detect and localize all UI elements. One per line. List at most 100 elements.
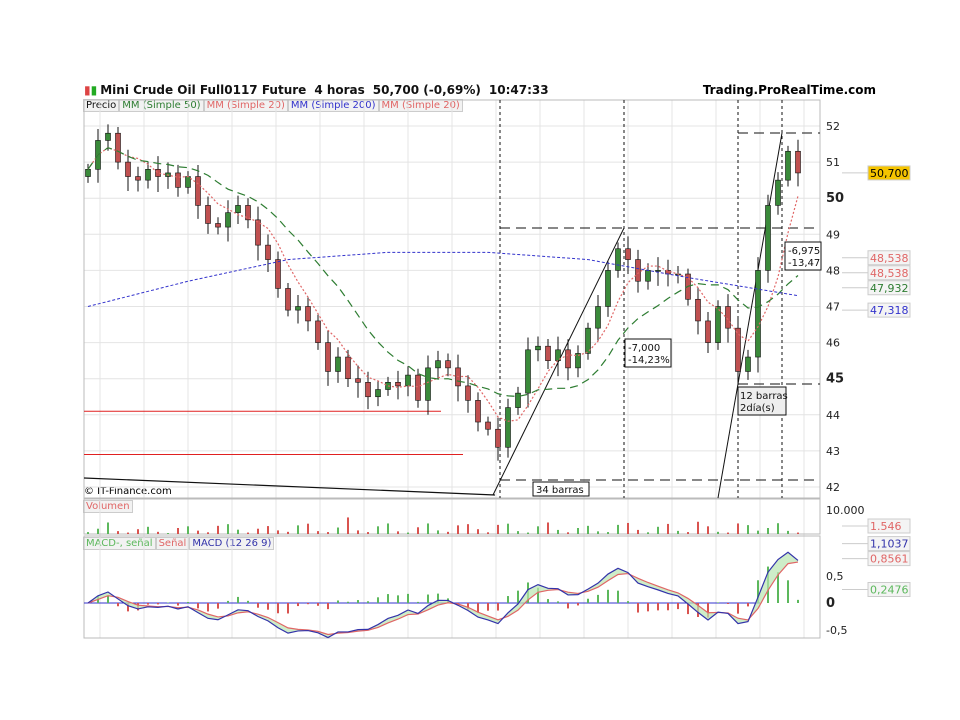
volume-bar [227,524,229,534]
candle [735,327,741,372]
legend-item[interactable]: MACD-, señal [83,537,156,550]
candle [495,428,501,448]
volume-bar [767,528,769,534]
histogram-bar [777,572,779,603]
volume-bar [387,523,389,534]
volume-bar [507,523,509,534]
candle [365,382,371,398]
candle [285,288,291,311]
histogram-bar [197,603,199,609]
candle [525,349,531,394]
volume-bar [627,522,629,534]
candle [295,306,301,311]
histogram-bar [297,603,299,607]
histogram-bar [207,603,209,612]
volume-bar [157,531,159,534]
panel-frame [83,535,821,639]
volume-bar [757,530,759,534]
histogram-bar [287,603,289,614]
histogram-bar [187,601,189,603]
annotation-text: 2día(s) [740,402,775,414]
volume-bar [697,521,699,534]
price-label: 1,1037 [870,538,909,551]
volume-bar [687,532,689,534]
candle [535,345,541,351]
histogram-bar [647,603,649,612]
volume-bar [407,532,409,534]
volume-bar [307,523,309,534]
volume-label[interactable]: Volumen [83,500,133,513]
histogram-bar [217,603,219,609]
trend-line[interactable] [83,477,496,496]
volume-bar [107,522,109,534]
candle [375,389,381,398]
volume-bar [617,524,619,534]
volume-bar [127,532,129,534]
volume-bar [547,522,549,534]
volume-bar [527,532,529,534]
histogram-bar [747,603,749,607]
candle [625,248,631,260]
price-tick: 43 [826,445,840,458]
volume-bar [747,525,749,534]
volume-bar [797,532,799,534]
candle [575,353,581,369]
legend-item[interactable]: Señal [155,537,190,550]
signal-line [87,561,799,636]
price-tick: 47 [826,301,840,314]
volume-bar [787,530,789,534]
volume-bar [347,517,349,534]
candle [145,169,151,181]
annotation-box [624,338,672,368]
histogram-bar [387,594,389,603]
volume-bar [207,532,209,534]
clock: 10:47:33 [488,83,549,97]
volume-bar [517,531,519,534]
histogram-bar [267,603,269,610]
candle [545,345,551,361]
candle [405,374,411,387]
candle [445,360,451,369]
candle [745,356,751,372]
timeframe[interactable]: 4 horas [314,83,365,97]
volume-bar [777,523,779,534]
vertical-guides [499,100,783,498]
volume-bar [367,532,369,534]
price-label-box [867,165,911,181]
candle [515,392,521,408]
volume-bar [397,531,399,534]
histogram-bar [317,603,319,606]
panel-frame [83,498,821,535]
histogram-bar [797,599,799,603]
candle [215,223,221,228]
annotation-text: 12 barras [740,391,788,402]
chart-header: ▮▮ Mini Crude Oil Full0117 Future 4 horas 5… [84,83,557,97]
histogram-bar [107,595,109,603]
copyright: © IT-Finance.com [84,486,172,497]
volume-bar [317,531,319,534]
candle [245,205,251,221]
measure-line[interactable] [717,132,783,499]
candle [195,176,201,206]
candle [185,176,191,188]
histogram-bar [347,601,349,603]
candle [755,270,761,358]
price-tick: 51 [826,156,840,169]
histogram-bar [147,603,149,605]
price-tick: 49 [826,228,840,241]
candle [135,176,141,181]
candle [205,205,211,224]
annotation-text: 34 barras [536,485,584,496]
candle [265,244,271,260]
macd-fill [88,552,798,638]
histogram-bar [557,601,559,603]
macd-line [87,551,799,639]
candle [615,248,621,271]
volume-bar [377,526,379,534]
histogram-bar [517,590,519,603]
price-label-box [867,250,911,266]
volume-bar [147,526,149,534]
histogram-bar [467,603,469,610]
candle [795,150,801,174]
